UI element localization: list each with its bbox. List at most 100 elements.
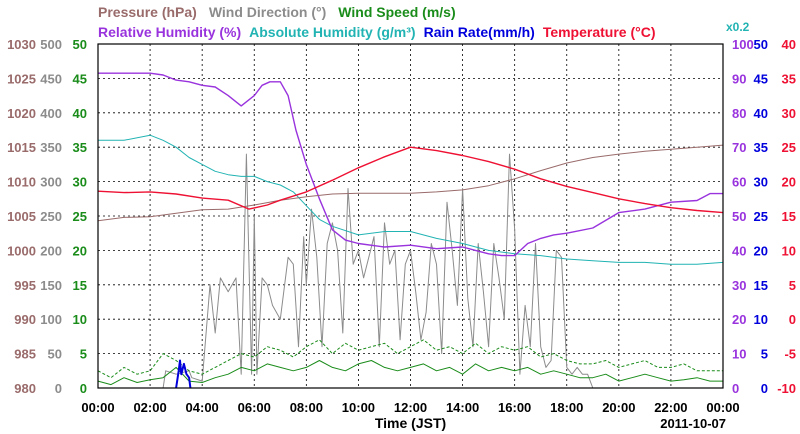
legend-ah: Absolute Humidity (g/m³) [249, 24, 415, 40]
tick-label-pressure: 1005 [7, 209, 36, 224]
tick-label-wind-dir: 400 [40, 106, 62, 121]
tick-label-temp: 15 [782, 209, 796, 224]
plot-frame [97, 43, 724, 389]
tick-label-temp: 0 [789, 312, 796, 327]
x-tick-label: 00:00 [706, 400, 739, 415]
tick-label-rh: 70 [732, 140, 746, 155]
tick-label-rain: 20 [754, 243, 768, 258]
x-tick-label: 06:00 [238, 400, 271, 415]
tick-label-temp: 40 [782, 37, 796, 52]
tick-label-temp: 30 [782, 106, 796, 121]
tick-label-wind-dir: 500 [40, 37, 62, 52]
legend-rh: Relative Humidity (%) [98, 24, 241, 40]
x-tick-label: 02:00 [133, 400, 166, 415]
tick-label-rh: 20 [732, 312, 746, 327]
series-line-rh [98, 72, 723, 257]
tick-label-rh: 90 [732, 71, 746, 86]
tick-label-temp: 35 [782, 71, 796, 86]
tick-label-wind-speed: 50 [73, 37, 87, 52]
x-tick-label: 22:00 [654, 400, 687, 415]
tick-label-pressure: 990 [14, 312, 36, 327]
tick-label-rh: 0 [732, 381, 739, 396]
tick-label-pressure: 1030 [7, 37, 36, 52]
series-line-temp [97, 146, 724, 214]
tick-label-wind-speed: 0 [80, 381, 87, 396]
x-tick-label: 04:00 [186, 400, 219, 415]
tick-label-rain: 5 [761, 347, 768, 362]
legend-temp: Temperature (°C) [543, 24, 656, 40]
x-tick-label: 00:00 [81, 400, 114, 415]
x-tick-label: 18:00 [550, 400, 583, 415]
tick-label-temp: 5 [789, 278, 796, 293]
series-line-rain [175, 359, 192, 389]
tick-label-pressure: 1020 [7, 106, 36, 121]
tick-label-pressure: 985 [14, 347, 36, 362]
tick-label-wind-speed: 45 [73, 71, 87, 86]
tick-label-wind-dir: 50 [48, 347, 62, 362]
tick-label-pressure: 1025 [7, 71, 36, 86]
series-line-pressure [97, 144, 724, 222]
tick-label-rh: 100 [732, 37, 754, 52]
tick-label-temp: 25 [782, 140, 796, 155]
x-tick-label: 14:00 [446, 400, 479, 415]
series-line-wind-dir [98, 153, 723, 389]
grid [98, 44, 723, 388]
tick-label-rh: 30 [732, 278, 746, 293]
tick-label-wind-dir: 150 [40, 278, 62, 293]
tick-label-rain: 35 [754, 140, 768, 155]
tick-label-wind-speed: 10 [73, 312, 87, 327]
tick-label-temp: 20 [782, 175, 796, 190]
tick-label-pressure: 1000 [7, 243, 36, 258]
tick-label-rain: 50 [754, 37, 768, 52]
tick-label-pressure: 1015 [7, 140, 36, 155]
tick-label-wind-speed: 5 [80, 347, 87, 362]
legend-wind-speed: Wind Speed (m/s) [338, 4, 455, 20]
tick-label-temp: 10 [782, 243, 796, 258]
tick-label-wind-speed: 25 [73, 209, 87, 224]
series-line-wind-speed [97, 360, 723, 386]
series-line-wind-gust [97, 339, 723, 379]
legend-scale-note: x0.2 [726, 20, 750, 34]
tick-label-wind-dir: 350 [40, 140, 62, 155]
tick-label-wind-speed: 15 [73, 278, 87, 293]
x-tick-label: 20:00 [602, 400, 635, 415]
tick-label-rain: 25 [754, 209, 768, 224]
tick-label-rh: 40 [732, 243, 746, 258]
tick-label-wind-dir: 200 [40, 243, 62, 258]
tick-label-rain: 15 [754, 278, 768, 293]
tick-label-wind-dir: 300 [40, 175, 62, 190]
legend-pressure: Pressure (hPa) [98, 4, 197, 20]
x-tick-label: 08:00 [290, 400, 323, 415]
x-axis: 00:00 02:00 04:00 06:00 08:00 10:00 12:00 14:00… [81, 400, 739, 431]
tick-label-rain: 45 [754, 71, 768, 86]
series-line-ah [98, 134, 724, 265]
x-tick-label: 12:00 [394, 400, 427, 415]
tick-label-rh: 10 [732, 347, 746, 362]
series-layer [97, 72, 724, 389]
right-axes: 1009080706050403020100504540353025201510… [732, 37, 796, 396]
tick-label-rh: 80 [732, 106, 746, 121]
tick-label-rh: 50 [732, 209, 746, 224]
tick-label-temp: -10 [777, 381, 796, 396]
tick-label-rh: 60 [732, 175, 746, 190]
tick-label-rain: 40 [754, 106, 768, 121]
x-tick-label: 10:00 [342, 400, 375, 415]
tick-label-pressure: 1010 [7, 175, 36, 190]
tick-label-wind-dir: 450 [40, 71, 62, 86]
tick-label-wind-speed: 20 [73, 243, 87, 258]
tick-label-temp: -5 [784, 347, 796, 362]
tick-label-wind-dir: 100 [40, 312, 62, 327]
tick-label-wind-dir: 250 [40, 209, 62, 224]
tick-label-rain: 0 [761, 381, 768, 396]
tick-label-wind-speed: 30 [73, 175, 87, 190]
tick-label-wind-speed: 40 [73, 106, 87, 121]
x-tick-label: 16:00 [498, 400, 531, 415]
tick-label-pressure: 995 [14, 278, 36, 293]
date-label: 2011-10-07 [660, 416, 726, 431]
x-axis-label: Time (JST) [375, 415, 446, 431]
tick-label-wind-dir: 0 [55, 381, 62, 396]
legend-rain: Rain Rate(mm/h) [424, 24, 535, 40]
tick-label-rain: 10 [754, 312, 768, 327]
legend: Pressure (hPa) Wind Direction (°) Wind Spe… [98, 4, 750, 40]
